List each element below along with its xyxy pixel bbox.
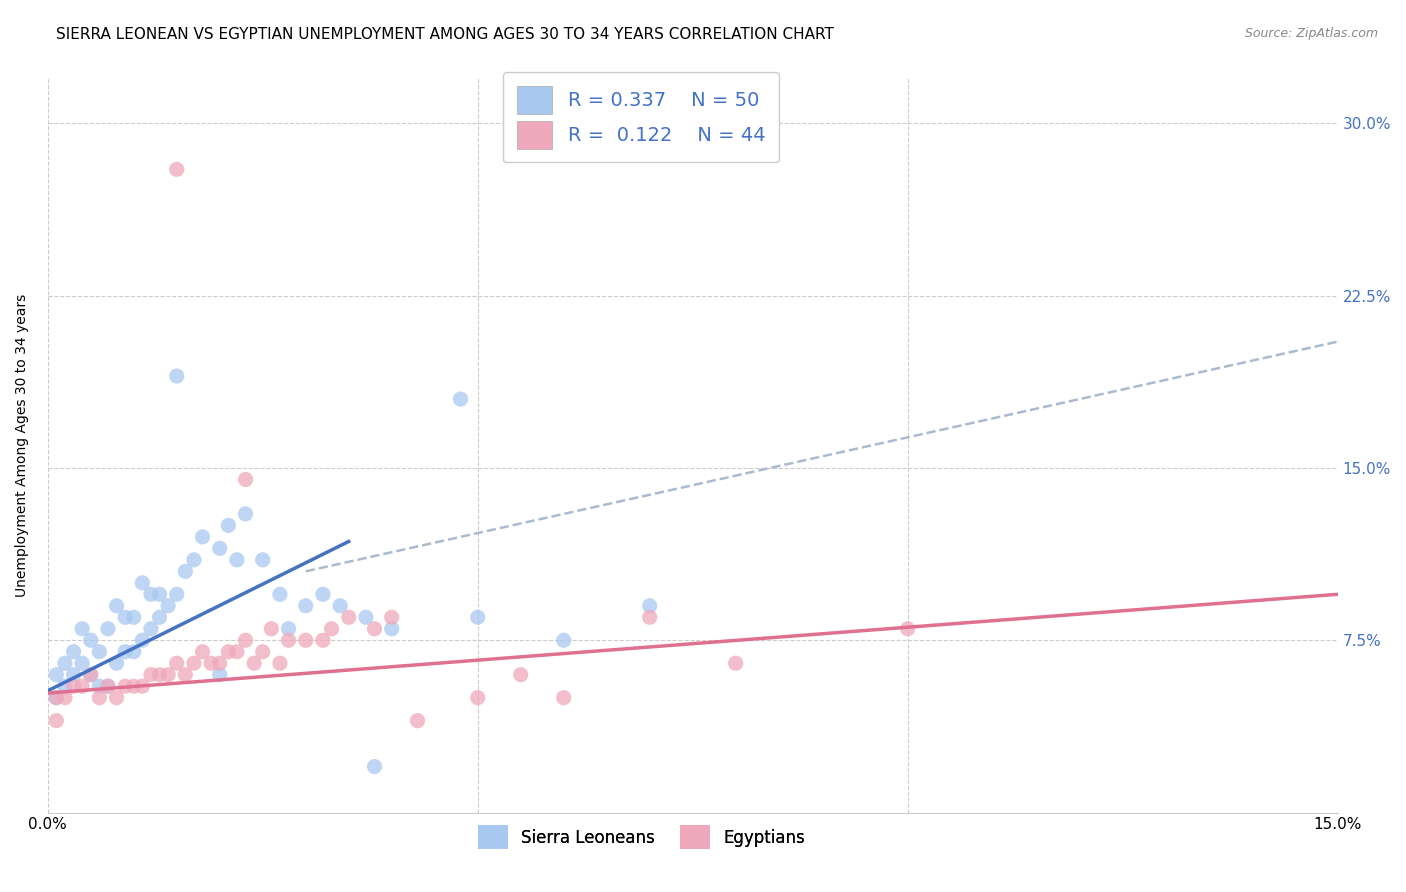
Point [252,553,274,567]
Point [235,507,257,521]
Point [638,599,661,613]
Point [381,610,404,624]
Point [226,553,249,567]
Point [363,759,385,773]
Y-axis label: Unemployment Among Ages 30 to 34 years: Unemployment Among Ages 30 to 34 years [15,293,30,597]
Point [131,679,153,693]
Point [183,657,205,671]
Point [89,690,111,705]
Point [105,599,128,613]
Legend: Sierra Leoneans, Egyptians: Sierra Leoneans, Egyptians [471,819,811,855]
Point [226,645,249,659]
Point [157,667,180,681]
Point [157,599,180,613]
Point [70,622,93,636]
Point [53,657,76,671]
Point [89,679,111,693]
Point [148,610,170,624]
Point [294,633,316,648]
Point [208,541,231,556]
Point [312,587,335,601]
Point [208,667,231,681]
Point [105,657,128,671]
Point [638,610,661,624]
Point [269,657,291,671]
Point [45,690,67,705]
Point [321,622,343,636]
Point [174,667,197,681]
Point [97,679,120,693]
Point [174,565,197,579]
Point [62,667,84,681]
Point [183,553,205,567]
Point [148,667,170,681]
Point [217,518,239,533]
Point [105,690,128,705]
Point [450,392,472,406]
Point [260,622,283,636]
Point [45,667,67,681]
Point [45,714,67,728]
Point [166,369,188,384]
Point [53,690,76,705]
Point [381,622,404,636]
Point [80,667,103,681]
Point [235,472,257,486]
Point [354,610,377,624]
Point [97,622,120,636]
Point [252,645,274,659]
Point [208,657,231,671]
Point [70,679,93,693]
Point [122,645,145,659]
Point [269,587,291,601]
Point [329,599,352,613]
Point [139,622,162,636]
Point [217,645,239,659]
Point [294,599,316,613]
Point [114,610,136,624]
Point [897,622,920,636]
Point [70,657,93,671]
Point [114,679,136,693]
Point [277,633,299,648]
Point [200,657,222,671]
Point [277,622,299,636]
Point [45,690,67,705]
Point [53,679,76,693]
Point [139,587,162,601]
Point [312,633,335,648]
Point [166,162,188,177]
Point [553,633,575,648]
Point [406,714,429,728]
Point [235,633,257,648]
Point [131,575,153,590]
Point [89,645,111,659]
Point [509,667,531,681]
Point [337,610,360,624]
Point [62,645,84,659]
Point [139,667,162,681]
Point [363,622,385,636]
Point [243,657,266,671]
Point [724,657,747,671]
Point [191,645,214,659]
Point [131,633,153,648]
Point [553,690,575,705]
Point [166,657,188,671]
Point [114,645,136,659]
Point [122,679,145,693]
Point [80,667,103,681]
Point [191,530,214,544]
Point [97,679,120,693]
Point [467,690,489,705]
Text: Source: ZipAtlas.com: Source: ZipAtlas.com [1244,27,1378,40]
Point [62,679,84,693]
Point [148,587,170,601]
Text: SIERRA LEONEAN VS EGYPTIAN UNEMPLOYMENT AMONG AGES 30 TO 34 YEARS CORRELATION CH: SIERRA LEONEAN VS EGYPTIAN UNEMPLOYMENT … [56,27,834,42]
Point [122,610,145,624]
Point [166,587,188,601]
Point [467,610,489,624]
Point [80,633,103,648]
